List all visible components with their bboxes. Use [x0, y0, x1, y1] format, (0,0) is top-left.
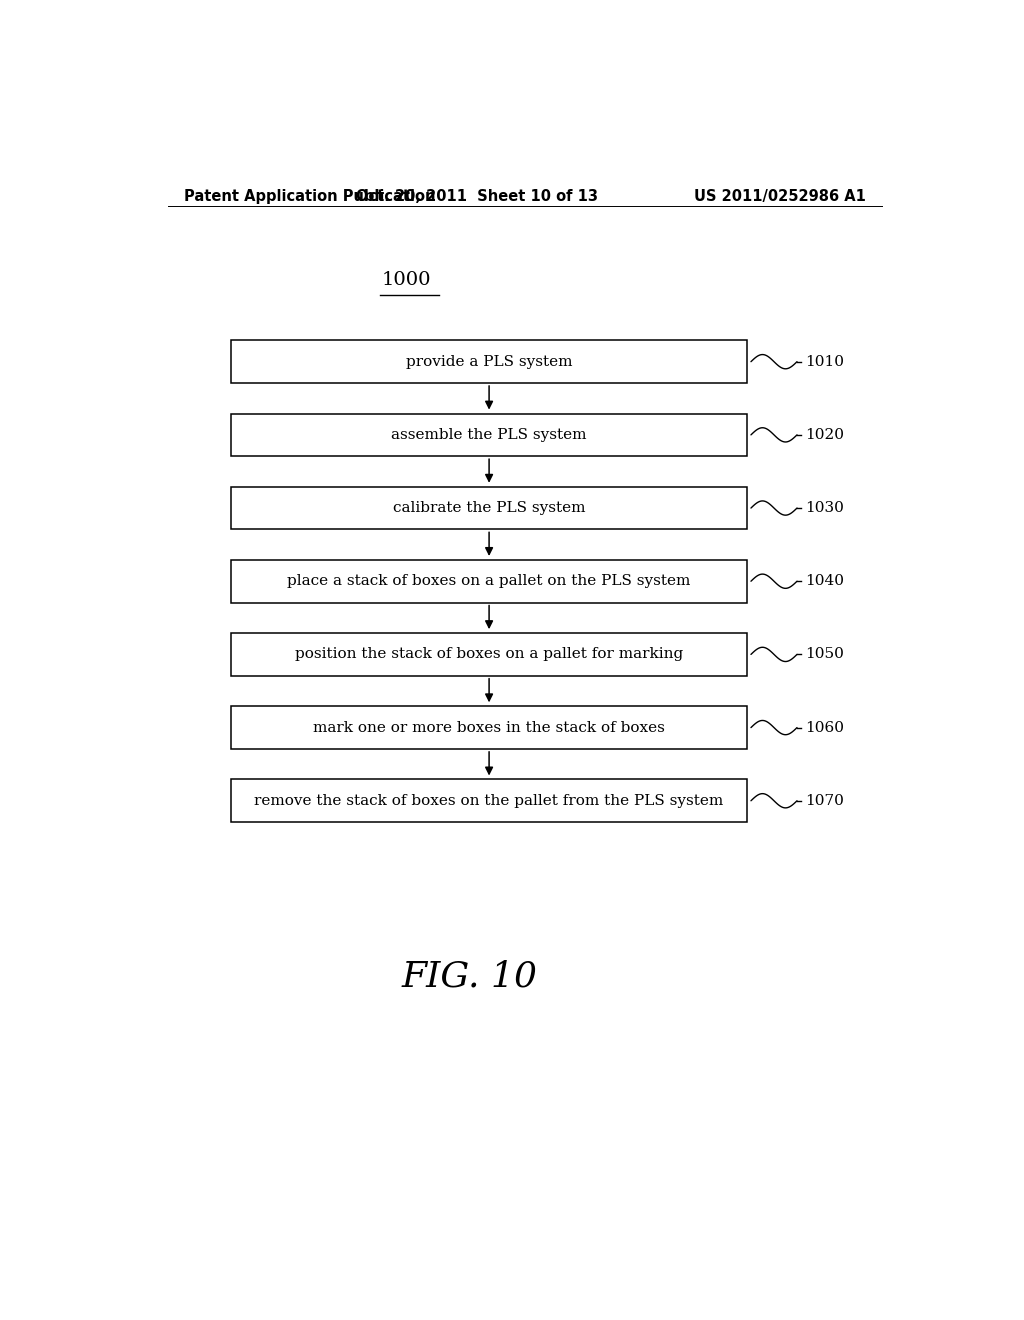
Text: 1020: 1020 [805, 428, 844, 442]
FancyBboxPatch shape [231, 341, 748, 383]
Text: mark one or more boxes in the stack of boxes: mark one or more boxes in the stack of b… [313, 721, 665, 735]
Text: Oct. 20, 2011  Sheet 10 of 13: Oct. 20, 2011 Sheet 10 of 13 [356, 189, 598, 203]
FancyBboxPatch shape [231, 413, 748, 457]
Text: 1050: 1050 [805, 647, 844, 661]
Text: calibrate the PLS system: calibrate the PLS system [393, 502, 586, 515]
Text: remove the stack of boxes on the pallet from the PLS system: remove the stack of boxes on the pallet … [254, 793, 724, 808]
FancyBboxPatch shape [231, 487, 748, 529]
Text: place a stack of boxes on a pallet on the PLS system: place a stack of boxes on a pallet on th… [288, 574, 691, 589]
Text: provide a PLS system: provide a PLS system [406, 355, 572, 368]
Text: FIG. 10: FIG. 10 [401, 960, 538, 994]
Text: 1040: 1040 [805, 574, 844, 589]
Text: 1070: 1070 [805, 793, 844, 808]
Text: 1030: 1030 [805, 502, 844, 515]
FancyBboxPatch shape [231, 779, 748, 822]
Text: 1000: 1000 [382, 272, 431, 289]
Text: 1010: 1010 [805, 355, 844, 368]
Text: assemble the PLS system: assemble the PLS system [391, 428, 587, 442]
Text: 1060: 1060 [805, 721, 844, 735]
Text: Patent Application Publication: Patent Application Publication [183, 189, 435, 203]
FancyBboxPatch shape [231, 634, 748, 676]
FancyBboxPatch shape [231, 560, 748, 602]
Text: US 2011/0252986 A1: US 2011/0252986 A1 [694, 189, 866, 203]
Text: position the stack of boxes on a pallet for marking: position the stack of boxes on a pallet … [295, 647, 683, 661]
FancyBboxPatch shape [231, 706, 748, 748]
